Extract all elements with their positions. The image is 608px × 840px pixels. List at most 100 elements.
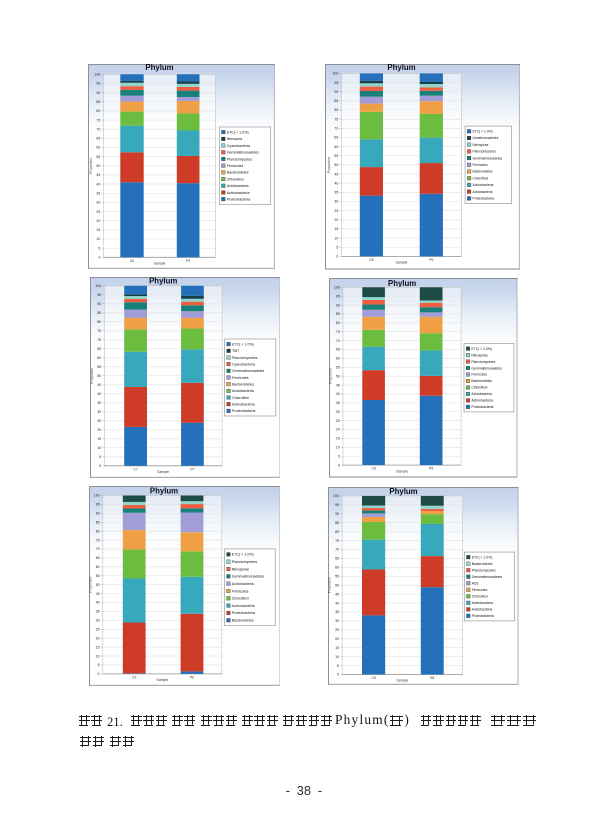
svg-text:75: 75: [97, 329, 101, 333]
svg-text:Acidobacteria: Acidobacteria: [472, 190, 492, 194]
svg-text:Gemmatimonadetes: Gemmatimonadetes: [471, 366, 502, 370]
svg-text:Proportion: Proportion: [327, 157, 331, 173]
svg-text:Actinobacteria: Actinobacteria: [471, 399, 493, 403]
svg-text:75: 75: [335, 538, 339, 542]
svg-text:30: 30: [334, 200, 338, 204]
svg-text:35: 35: [336, 401, 340, 405]
svg-text:C6: C6: [371, 467, 375, 471]
svg-text:Proportion: Proportion: [89, 577, 92, 593]
svg-text:70: 70: [96, 127, 100, 131]
svg-text:Planctomycetes: Planctomycetes: [232, 356, 258, 360]
svg-text:90: 90: [335, 511, 339, 515]
svg-text:Proteobacteria: Proteobacteria: [232, 409, 255, 413]
svg-text:Acidobacteria: Acidobacteria: [471, 392, 492, 396]
svg-text:Gemmatimonadetes: Gemmatimonadetes: [472, 574, 503, 578]
svg-text:60: 60: [95, 565, 99, 569]
svg-text:55: 55: [335, 574, 339, 578]
svg-text:Chloroflexi: Chloroflexi: [232, 396, 249, 400]
svg-text:10: 10: [336, 446, 340, 450]
svg-text:40: 40: [95, 601, 99, 605]
svg-text:65: 65: [336, 348, 340, 352]
svg-text:Chloroflexi: Chloroflexi: [227, 177, 244, 181]
svg-text:35: 35: [95, 610, 99, 614]
svg-text:85: 85: [95, 520, 99, 524]
svg-text:Planctomycetes: Planctomycetes: [472, 150, 496, 154]
svg-text:C6: C6: [369, 258, 373, 262]
svg-text:30: 30: [95, 619, 99, 623]
svg-text:65: 65: [334, 136, 338, 140]
svg-text:65: 65: [335, 556, 339, 560]
svg-text:45: 45: [335, 592, 339, 596]
svg-text:95: 95: [96, 82, 100, 86]
svg-text:Sample: Sample: [396, 678, 408, 682]
svg-text:Chloroflexi: Chloroflexi: [472, 176, 488, 180]
svg-text:Bacteroidetes: Bacteroidetes: [472, 561, 493, 565]
svg-text:Firmicutes: Firmicutes: [232, 376, 249, 380]
svg-text:70: 70: [335, 547, 339, 551]
svg-text:20: 20: [335, 636, 339, 640]
svg-text:Planctomycetes: Planctomycetes: [472, 568, 496, 572]
svg-text:60: 60: [97, 356, 101, 360]
svg-text:Bacteroidetes: Bacteroidetes: [471, 379, 492, 383]
svg-text:Proportion: Proportion: [329, 368, 333, 384]
svg-text:45: 45: [334, 172, 338, 176]
svg-text:50: 50: [336, 374, 340, 378]
svg-text:Phylum: Phylum: [387, 64, 415, 72]
svg-text:45: 45: [95, 592, 99, 596]
svg-text:Planctomycetes: Planctomycetes: [471, 360, 495, 364]
svg-text:80: 80: [97, 320, 101, 324]
svg-text:Phylum: Phylum: [389, 487, 417, 496]
svg-text:Bacteroidetes: Bacteroidetes: [472, 170, 493, 174]
svg-text:50: 50: [334, 163, 338, 167]
svg-text:55: 55: [336, 366, 340, 370]
svg-text:15: 15: [334, 227, 338, 231]
svg-text:90: 90: [96, 91, 100, 95]
svg-text:C6: C6: [132, 676, 136, 680]
svg-text:100: 100: [94, 73, 100, 77]
svg-text:60: 60: [335, 565, 339, 569]
svg-text:90: 90: [336, 303, 340, 307]
svg-text:C8: C8: [371, 676, 375, 680]
svg-text:15: 15: [335, 645, 339, 649]
svg-text:20: 20: [97, 428, 101, 432]
svg-text:Proportion: Proportion: [328, 577, 332, 593]
svg-text:25: 25: [336, 419, 340, 423]
svg-text:Bacteroidetes: Bacteroidetes: [231, 619, 253, 623]
svg-text:Proteobacteria: Proteobacteria: [472, 614, 494, 618]
svg-text:10: 10: [334, 236, 338, 240]
svg-text:55: 55: [334, 154, 338, 158]
svg-text:30: 30: [96, 201, 100, 205]
svg-text:10: 10: [96, 237, 100, 241]
svg-text:ETC( < 1.0%): ETC( < 1.0%): [231, 553, 253, 557]
svg-text:70: 70: [95, 547, 99, 551]
svg-text:95: 95: [97, 293, 101, 297]
svg-text:0: 0: [336, 255, 338, 259]
svg-text:Nitrospira: Nitrospira: [227, 137, 242, 141]
svg-text:Sample: Sample: [156, 678, 168, 682]
svg-text:70: 70: [336, 339, 340, 343]
svg-text:Sample: Sample: [395, 261, 407, 265]
svg-text:85: 85: [334, 99, 338, 103]
svg-text:35: 35: [97, 401, 101, 405]
svg-text:55: 55: [95, 574, 99, 578]
svg-text:Chloroflexi: Chloroflexi: [472, 594, 488, 598]
svg-text:25: 25: [334, 209, 338, 213]
svg-text:Proteobacteria: Proteobacteria: [472, 197, 494, 201]
svg-text:Gemmatimonadetes: Gemmatimonadetes: [227, 151, 260, 155]
svg-text:100: 100: [333, 494, 339, 498]
svg-text:10: 10: [95, 654, 99, 658]
svg-text:Firmicutes: Firmicutes: [227, 164, 244, 168]
svg-text:Firmicutes: Firmicutes: [472, 163, 488, 167]
svg-text:ETC( < 1.0%): ETC( < 1.0%): [227, 130, 249, 134]
svg-text:85: 85: [336, 312, 340, 316]
svg-text:40: 40: [97, 392, 101, 396]
svg-text:Acidobacteria: Acidobacteria: [472, 607, 493, 611]
svg-text:65: 65: [97, 347, 101, 351]
svg-text:20: 20: [96, 219, 100, 223]
svg-text:65: 65: [95, 556, 99, 560]
svg-text:Gemmatimonadetes: Gemmatimonadetes: [232, 369, 265, 373]
svg-text:Proportion: Proportion: [90, 368, 94, 384]
svg-text:75: 75: [334, 117, 338, 121]
svg-text:Acidobacteria: Acidobacteria: [227, 184, 249, 188]
svg-text:Sample: Sample: [154, 262, 166, 266]
